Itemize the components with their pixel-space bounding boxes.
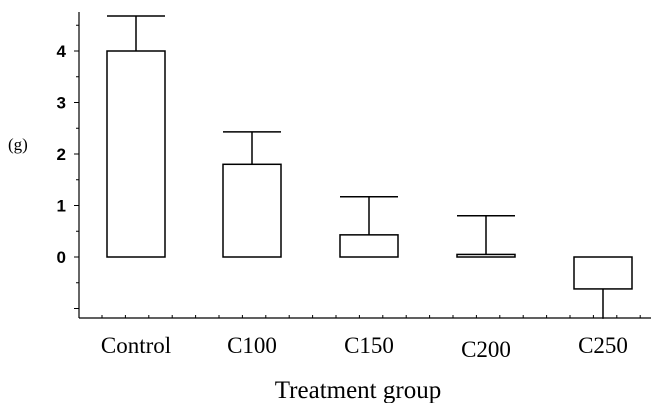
x-tick-label: Control bbox=[101, 333, 171, 358]
bar bbox=[223, 164, 281, 257]
bar bbox=[340, 235, 398, 257]
y-tick-label: 1 bbox=[57, 197, 66, 216]
x-tick-label: C250 bbox=[578, 333, 628, 358]
y-tick-label: 4 bbox=[57, 42, 67, 61]
y-axis-label: (g) bbox=[8, 135, 28, 154]
x-tick-label: C150 bbox=[344, 333, 394, 358]
x-axis-label: Treatment group bbox=[275, 377, 441, 403]
bar bbox=[574, 257, 632, 289]
x-tick-label: C100 bbox=[227, 333, 277, 358]
x-tick-label: C200 bbox=[461, 337, 511, 362]
plot-area: 0 1 2 3 4 Control C100 C150 C200 C250 bbox=[57, 12, 651, 362]
bar bbox=[107, 51, 165, 257]
y-tick-label: 2 bbox=[57, 145, 66, 164]
bar bbox=[457, 254, 515, 257]
y-tick-label: 0 bbox=[57, 248, 66, 267]
y-tick-label: 3 bbox=[57, 94, 66, 113]
